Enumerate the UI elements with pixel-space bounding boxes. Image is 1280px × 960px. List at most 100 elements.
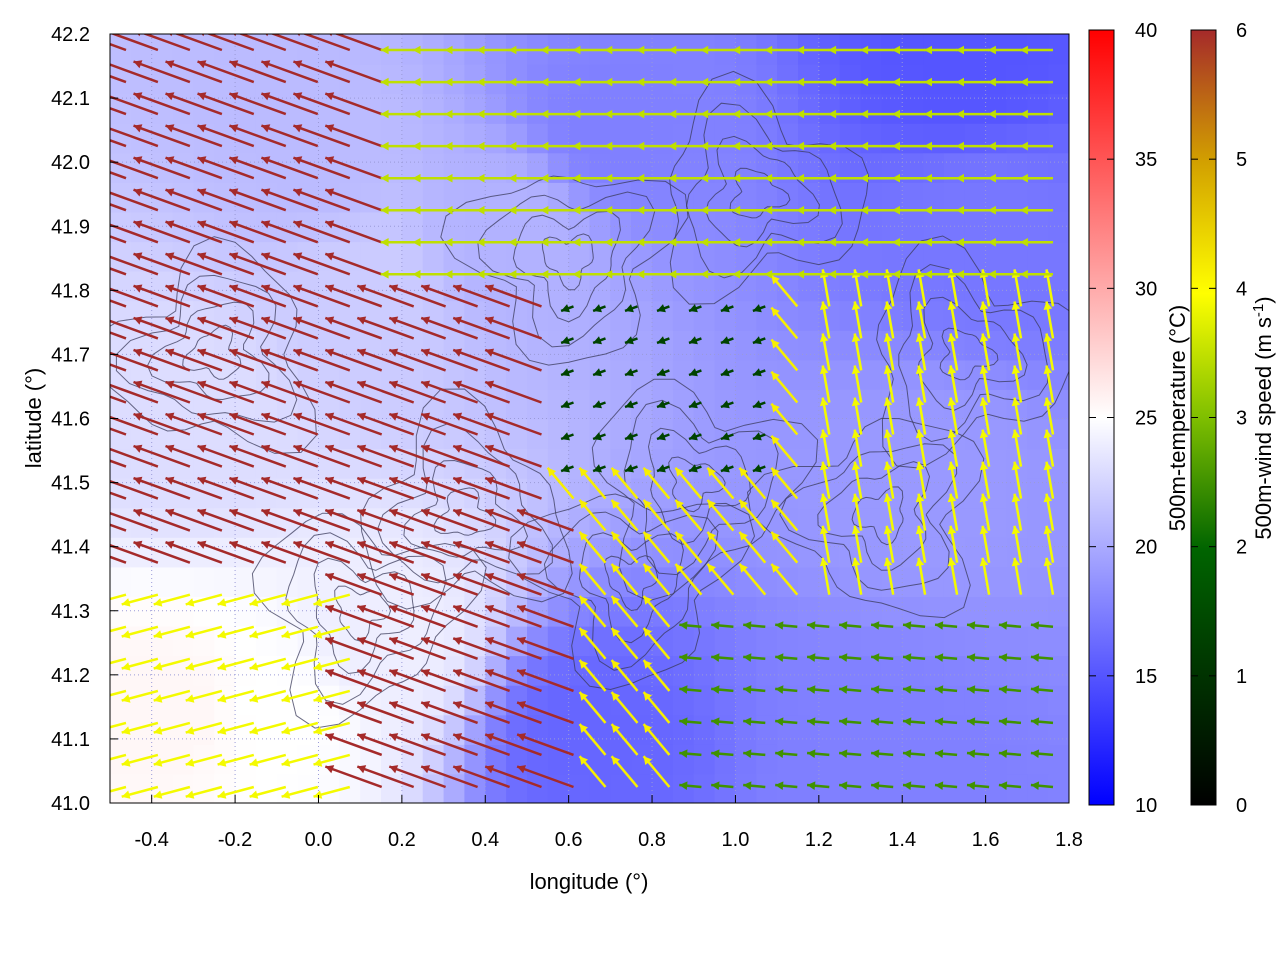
wind-arrow — [452, 284, 511, 308]
temperature-cell — [1048, 388, 1069, 420]
temperature-cell — [985, 655, 1008, 686]
contour-line — [604, 555, 659, 612]
wind-arrow-head — [197, 412, 207, 421]
temperature-cell — [527, 477, 549, 509]
wind-arrow-head — [110, 444, 111, 447]
wind-arrow-head — [508, 109, 517, 119]
temperature-cell — [255, 34, 278, 65]
wind-arrow-head — [643, 467, 652, 477]
wind-arrow-head — [453, 636, 463, 645]
wind-arrow-head — [924, 109, 932, 119]
contour-line — [898, 263, 1049, 443]
wind-arrow-head — [313, 790, 323, 799]
temperature-cell — [1006, 596, 1029, 627]
x-tick-label: 0.0 — [305, 829, 333, 851]
wind-arrow-head — [796, 205, 805, 215]
wind-arrow — [292, 284, 351, 308]
temperature-cell — [1006, 714, 1029, 745]
wind-arrow — [540, 109, 574, 119]
temperature-cell — [714, 63, 737, 95]
wind-arrow — [476, 270, 510, 279]
wind-arrow — [324, 60, 383, 84]
wind-arrow-head — [796, 238, 805, 247]
wind-arrow — [165, 252, 223, 276]
wind-arrow-shaft — [228, 541, 287, 564]
wind-arrow-head — [485, 508, 495, 517]
temperature-cell — [902, 241, 924, 272]
wind-arrow-shaft — [452, 765, 511, 789]
temperature-cell — [818, 684, 841, 716]
temperature-cell — [902, 181, 924, 213]
wind-arrow-head — [967, 621, 976, 630]
wind-arrow — [706, 563, 735, 596]
wind-arrow-head — [485, 733, 495, 742]
wind-arrow — [260, 412, 319, 436]
wind-arrow — [121, 753, 159, 767]
wind-arrow — [133, 60, 191, 84]
temperature-cell — [1027, 743, 1050, 775]
wind-arrow — [732, 238, 766, 247]
temperature-cell — [798, 773, 820, 803]
temperature-cell — [485, 181, 508, 213]
colorbar-tick-label: 40 — [1135, 20, 1157, 42]
wind-arrow — [185, 785, 223, 799]
temperature-cell — [547, 418, 570, 450]
temperature-cell — [568, 477, 591, 509]
temperature-cell — [798, 566, 820, 597]
wind-arrow-head — [947, 557, 957, 567]
wind-arrow-head — [357, 380, 367, 389]
wind-arrow — [420, 476, 479, 500]
wind-arrow — [380, 77, 414, 87]
wind-arrow-head — [444, 173, 453, 183]
wind-arrow-head — [165, 252, 175, 261]
wind-arrow-head — [90, 598, 99, 606]
wind-arrow — [947, 493, 959, 531]
colorbar-tick-label: 1 — [1236, 666, 1247, 688]
wind-arrow-head — [851, 301, 861, 310]
wind-arrow — [540, 205, 574, 215]
wind-arrow-head — [892, 141, 900, 151]
wind-arrow-shaft — [260, 412, 319, 436]
temperature-cell — [839, 743, 862, 775]
wind-arrow-head — [389, 476, 399, 485]
temperature-cell — [923, 743, 945, 775]
temperature-cell — [1006, 507, 1029, 538]
wind-arrow-shaft — [452, 284, 511, 308]
wind-arrow-head — [90, 758, 99, 766]
wind-arrow-head — [444, 270, 453, 279]
wind-arrow — [956, 141, 990, 151]
y-tick-label: 41.8 — [51, 280, 90, 302]
wind-arrow-head — [329, 34, 333, 37]
wind-arrow-shaft — [356, 476, 415, 500]
wind-arrow-shaft — [356, 637, 415, 660]
wind-arrow-head — [828, 141, 837, 151]
wind-arrow-shaft — [133, 124, 191, 148]
temperature-cell — [297, 359, 320, 390]
wind-arrow — [578, 627, 607, 660]
wind-arrow — [656, 304, 670, 313]
wind-arrow-head — [197, 540, 207, 549]
temperature-cell — [506, 270, 528, 302]
wind-arrow-head — [110, 508, 111, 511]
wind-arrow — [153, 593, 191, 607]
wind-arrow-head — [819, 365, 829, 375]
wind-arrow-head — [828, 77, 837, 87]
temperature-cell — [506, 93, 528, 124]
temperature-cell — [735, 63, 758, 95]
wind-arrow-head — [485, 636, 495, 645]
wind-arrow — [476, 205, 510, 215]
wind-arrow — [1011, 493, 1023, 531]
temperature-cell — [693, 93, 716, 124]
wind-arrow — [133, 92, 191, 116]
wind-arrow — [444, 77, 478, 87]
wind-arrow — [292, 348, 351, 372]
wind-arrow — [706, 499, 735, 532]
wind-arrow-head — [828, 45, 837, 55]
temperature-cell — [172, 507, 195, 538]
wind-arrow-head — [1020, 238, 1028, 247]
wind-arrow — [764, 77, 798, 87]
wind-arrow-head — [668, 173, 677, 183]
wind-arrow-shaft — [133, 220, 191, 244]
wind-arrow-shaft — [165, 508, 223, 532]
wind-arrow-shaft — [420, 733, 479, 757]
